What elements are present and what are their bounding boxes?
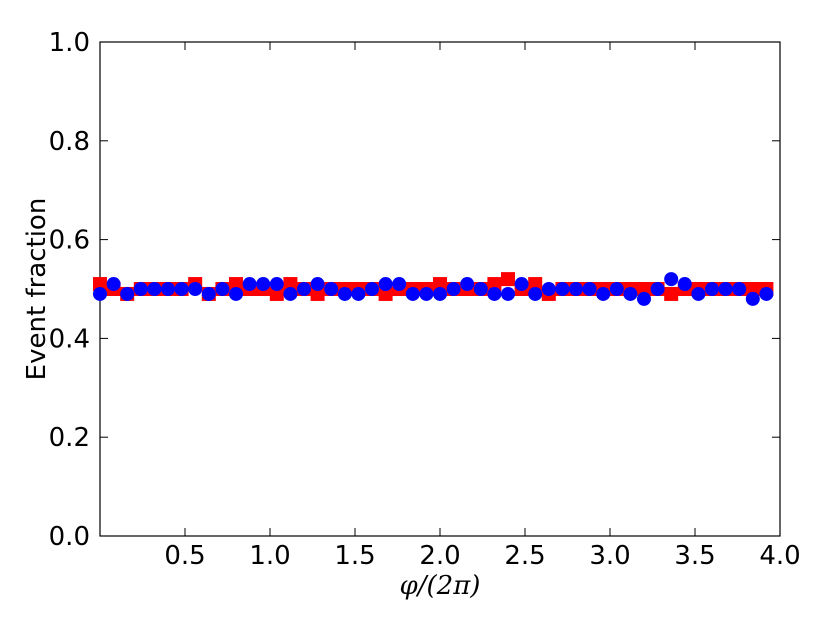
y-tick-label: 0.8 <box>49 127 90 157</box>
circle-data-point <box>324 282 339 296</box>
circle-data-point <box>541 282 556 296</box>
circle-data-point <box>637 291 651 306</box>
square-data-point <box>433 277 447 292</box>
square-data-point <box>229 277 243 292</box>
x-axis-label: φ/(2π) <box>400 571 481 601</box>
y-axis-label: Event fraction <box>22 198 52 381</box>
circle-data-point <box>215 282 230 296</box>
circle-data-point <box>732 282 747 296</box>
y-tick-label: 0.4 <box>49 324 90 354</box>
circle-data-point <box>269 277 284 292</box>
circle-data-point <box>174 282 189 296</box>
circle-data-point <box>677 277 692 292</box>
circle-data-point <box>120 286 135 301</box>
circle-data-point <box>446 282 461 296</box>
circle-data-point <box>365 282 379 296</box>
square-data-point <box>501 272 515 287</box>
circle-data-point <box>283 286 298 301</box>
circle-data-point <box>514 277 529 292</box>
square-data-point <box>487 277 502 292</box>
circle-data-point <box>487 286 502 301</box>
circle-data-point <box>528 286 543 301</box>
circle-data-point <box>759 286 774 301</box>
circle-data-point <box>555 282 570 296</box>
circle-data-point <box>582 282 597 296</box>
x-tick-label: 4.0 <box>759 541 800 571</box>
x-tick-label: 1.0 <box>249 541 290 571</box>
x-tick-label: 3.5 <box>674 541 715 571</box>
circle-data-point <box>691 286 706 301</box>
circle-data-point <box>650 282 665 296</box>
circle-data-point <box>201 286 216 301</box>
square-data-point <box>269 286 284 301</box>
circle-data-point <box>664 272 679 287</box>
axis-ticks: 0.5 1.0 1.5 2.0 2.5 3.0 3.5 4.0 0.0 0.2 0.4 0.6 0.8 1… <box>49 28 801 571</box>
circle-data-point <box>433 286 447 301</box>
x-tick-label: 0.5 <box>164 541 205 571</box>
square-data-point <box>637 282 651 296</box>
circle-data-point <box>229 286 243 301</box>
circle-data-point <box>161 282 175 296</box>
circle-data-point <box>351 286 366 301</box>
circle-data-point <box>242 277 257 292</box>
square-data-point <box>93 277 107 292</box>
circle-data-point <box>609 282 624 296</box>
y-tick-label: 1.0 <box>49 28 90 58</box>
circle-data-point <box>188 282 203 296</box>
circle-data-point <box>147 282 162 296</box>
circle-data-point <box>133 282 148 296</box>
circle-data-point <box>460 277 475 292</box>
circle-data-point <box>596 286 611 301</box>
y-tick-label: 0.2 <box>49 423 90 453</box>
y-tick-label: 0.6 <box>49 226 90 256</box>
square-data-point <box>745 282 760 296</box>
square-data-point <box>283 277 298 292</box>
x-tick-label: 2.5 <box>504 541 545 571</box>
circle-data-point <box>705 282 719 296</box>
x-tick-label: 3.0 <box>589 541 630 571</box>
circle-data-point <box>473 282 488 296</box>
square-data-point <box>310 286 325 301</box>
circle-data-point <box>337 286 352 301</box>
circle-data-point <box>106 277 121 292</box>
circle-data-point <box>378 277 393 292</box>
circle-data-point <box>405 286 420 301</box>
circle-data-point <box>256 277 271 292</box>
circle-data-point <box>718 282 733 296</box>
data-points <box>93 272 774 306</box>
circle-data-point <box>623 286 638 301</box>
square-data-point <box>378 286 393 301</box>
square-data-point <box>664 286 679 301</box>
circle-data-point <box>310 277 325 292</box>
circle-data-point <box>392 277 407 292</box>
circle-data-point <box>501 286 515 301</box>
x-tick-label: 2.0 <box>419 541 460 571</box>
circle-data-point <box>569 282 583 296</box>
square-data-point <box>528 277 543 292</box>
y-tick-label: 0.0 <box>49 522 90 552</box>
circle-data-point <box>745 291 760 306</box>
circle-data-point <box>297 282 311 296</box>
x-tick-label: 1.5 <box>334 541 375 571</box>
circle-data-point <box>93 286 107 301</box>
circle-data-point <box>419 286 434 301</box>
